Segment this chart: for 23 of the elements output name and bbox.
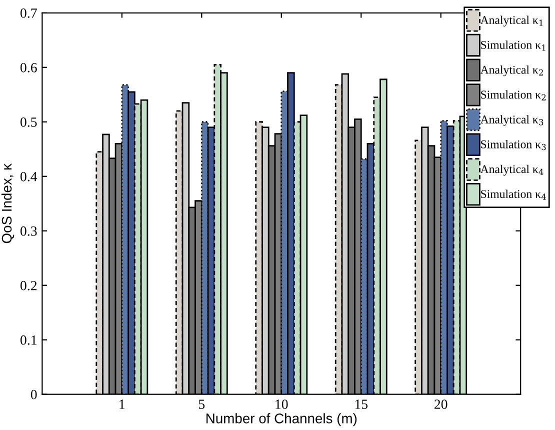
y-tick-label: 0.2 bbox=[20, 280, 37, 290]
legend-label: Analytical κ$_{4}$ bbox=[480, 164, 544, 176]
x-axis-title: Number of Channels (m) bbox=[206, 413, 357, 426]
y-tick-label: 0.1 bbox=[20, 335, 36, 345]
y-tick-label: 0.4 bbox=[20, 172, 38, 182]
legend-label: Simulation κ$_{1}$ bbox=[481, 40, 546, 51]
x-tick-label: 20 bbox=[434, 400, 448, 409]
legend-label: Simulation κ$_{4}$ bbox=[481, 190, 546, 200]
x-tick-label: 1 bbox=[120, 400, 125, 409]
legend-label: Simulation κ$_{2}$ bbox=[481, 90, 546, 100]
legend-label: Analytical κ$_{2}$ bbox=[480, 65, 543, 76]
y-tick-label: 0.3 bbox=[20, 226, 37, 236]
y-tick-label: 0.5 bbox=[20, 117, 37, 127]
y-tick-label: 0 bbox=[30, 390, 37, 400]
x-tick-label: 10 bbox=[276, 400, 288, 409]
y-axis-title: QoS Index, κ bbox=[1, 163, 14, 244]
y-tick-label: 0.7 bbox=[20, 8, 37, 18]
legend-label: Analytical κ$_{1}$ bbox=[480, 16, 543, 26]
y-tick-label: 0.6 bbox=[20, 62, 37, 72]
x-tick-label: 5 bbox=[198, 400, 205, 409]
legend-label: Analytical κ$_{3}$ bbox=[480, 115, 544, 126]
x-tick-label: 15 bbox=[355, 400, 368, 409]
legend-label: Simulation κ$_{3}$ bbox=[481, 140, 546, 150]
